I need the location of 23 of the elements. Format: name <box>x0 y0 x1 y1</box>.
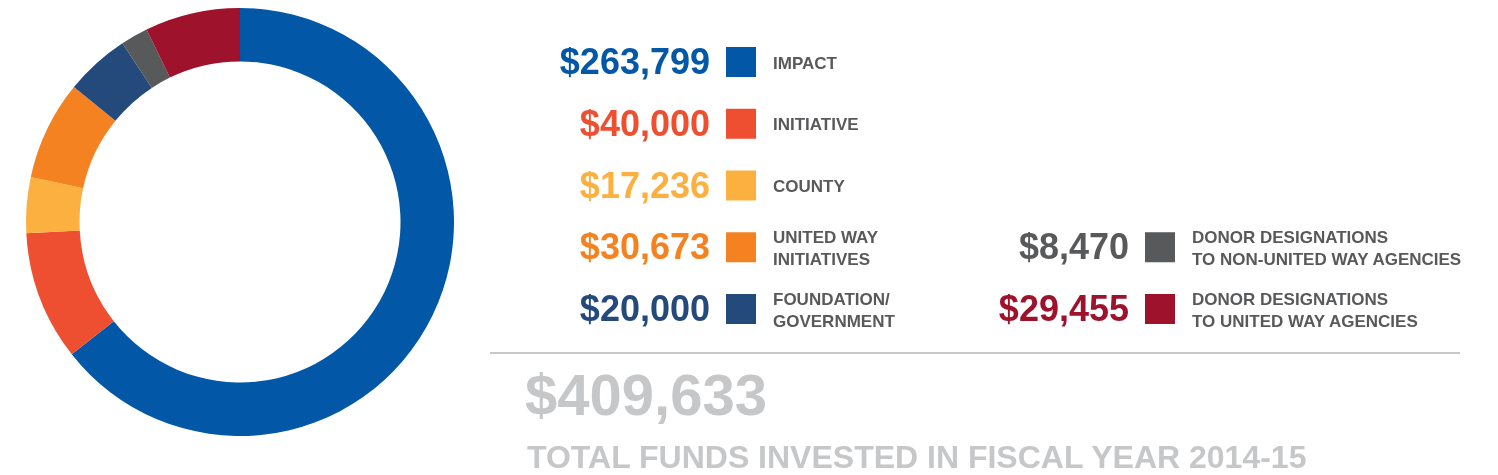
legend-label: DONOR DESIGNATIONS TO UNITED WAY AGENCIES <box>1192 289 1418 331</box>
data-label: $8,470 <box>1018 226 1129 268</box>
donut-slice <box>71 8 454 436</box>
data-label: $17,236 <box>579 164 710 206</box>
legend-label: INITIATIVE <box>773 115 859 135</box>
donut-slice <box>26 177 84 234</box>
donut-slice <box>122 29 170 88</box>
legend-label: DONOR DESIGNATIONS TO NON-UNITED WAY AGENCIES <box>1192 227 1462 269</box>
data-label: $29,455 <box>998 288 1129 329</box>
donut-slice <box>73 43 152 121</box>
legend-label: COUNTY <box>773 177 846 197</box>
donut-slice <box>26 230 114 355</box>
legend-label: FOUNDATION/ GOVERNMENT <box>773 289 896 331</box>
donut-slice <box>30 87 116 189</box>
data-label: $30,673 <box>579 226 710 268</box>
data-label: $40,000 <box>579 102 710 144</box>
data-label: $20,000 <box>579 288 710 329</box>
legend-label: IMPACT <box>773 53 838 73</box>
text: $409,633 <box>525 362 767 427</box>
data-label: $263,799 <box>559 41 710 82</box>
legend-label: UNITED WAY INITIATIVES <box>773 227 879 269</box>
text: TOTAL FUNDS INVESTED IN FISCAL YEAR 2014-15 <box>527 439 1307 475</box>
donut-slice <box>146 8 240 78</box>
